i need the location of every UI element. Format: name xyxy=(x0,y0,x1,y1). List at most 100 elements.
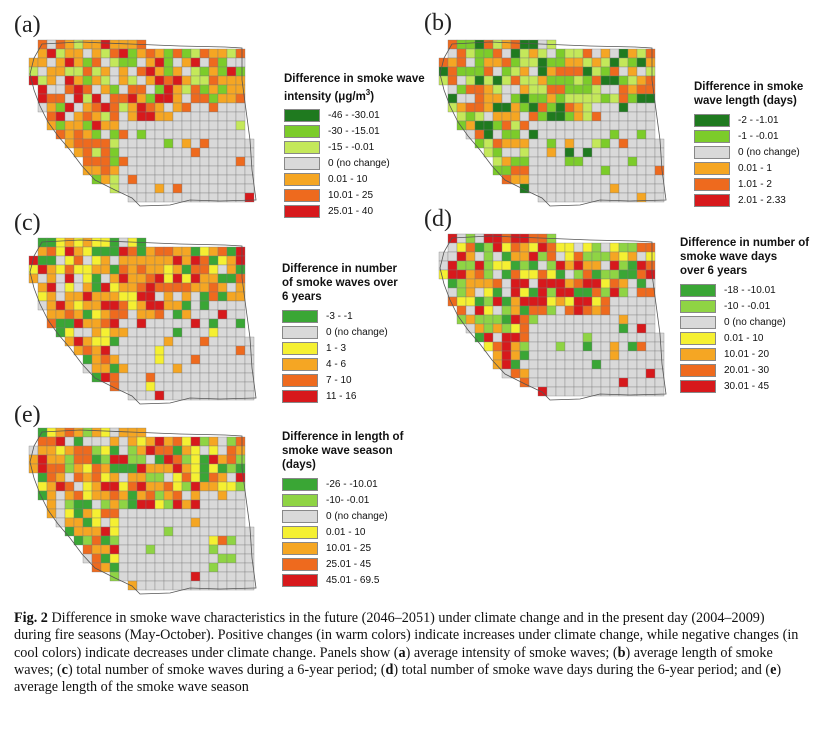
county-cell xyxy=(37,93,48,104)
county-cell xyxy=(172,111,183,122)
county-cell xyxy=(474,120,485,131)
county-cell xyxy=(600,48,611,59)
county-cell xyxy=(118,436,129,447)
county-cell xyxy=(118,354,129,365)
county-cell xyxy=(145,291,156,302)
county-cell xyxy=(217,156,228,167)
county-cell xyxy=(555,147,566,158)
county-cell xyxy=(64,318,75,329)
county-cell xyxy=(235,255,246,266)
county-cell xyxy=(546,260,557,271)
county-cell xyxy=(46,57,57,68)
legend-label: -10 - -0.01 xyxy=(724,300,771,312)
county-cell xyxy=(181,255,192,266)
county-cell xyxy=(600,84,611,95)
county-cell xyxy=(199,75,210,86)
county-cell xyxy=(145,327,156,338)
county-cell xyxy=(109,174,120,185)
county-cell xyxy=(492,120,503,131)
county-cell xyxy=(546,323,557,334)
county-cell xyxy=(73,345,84,356)
county-cell xyxy=(645,296,656,307)
county-cell xyxy=(465,287,476,298)
legend-label: -3 - -1 xyxy=(326,310,353,322)
county-cell xyxy=(645,242,656,253)
figure-caption: Fig. 2 Difference in smoke wave characte… xyxy=(14,610,799,696)
county-cell xyxy=(199,363,210,374)
county-cell xyxy=(190,138,201,149)
county-cell xyxy=(492,147,503,158)
county-cell xyxy=(510,359,521,370)
county-cell xyxy=(145,580,156,591)
county-cell xyxy=(501,57,512,68)
county-cell xyxy=(136,165,147,176)
map-panel-b xyxy=(438,39,667,207)
county-cell xyxy=(636,66,647,77)
legend-swatch xyxy=(284,189,320,203)
county-cell xyxy=(564,251,575,262)
county-cell xyxy=(645,314,656,325)
county-cell xyxy=(136,372,147,383)
county-cell xyxy=(46,472,57,483)
county-cell xyxy=(546,75,557,86)
county-cell xyxy=(591,93,602,104)
county-cell xyxy=(118,264,129,275)
county-cell xyxy=(528,75,539,86)
county-cell xyxy=(537,242,548,253)
county-cell xyxy=(64,57,75,68)
county-cell xyxy=(46,490,57,501)
county-cell xyxy=(627,323,638,334)
county-cell xyxy=(573,323,584,334)
county-cell xyxy=(190,499,201,510)
county-cell xyxy=(199,93,210,104)
county-cell xyxy=(172,93,183,104)
county-cell xyxy=(600,75,611,86)
county-cell xyxy=(127,138,138,149)
county-cell xyxy=(600,251,611,262)
county-cell xyxy=(145,75,156,86)
county-cell xyxy=(46,93,57,104)
county-cell xyxy=(118,174,129,185)
county-cell xyxy=(100,553,111,564)
county-cell xyxy=(546,138,557,149)
county-cell xyxy=(627,66,638,77)
county-cell xyxy=(645,138,656,149)
county-cell xyxy=(145,174,156,185)
county-cell xyxy=(136,535,147,546)
county-cell xyxy=(636,368,647,379)
county-cell xyxy=(627,314,638,325)
county-cell xyxy=(64,39,75,50)
county-cell xyxy=(591,120,602,131)
county-cell xyxy=(199,508,210,519)
county-cell xyxy=(163,508,174,519)
county-cell xyxy=(501,102,512,113)
legend-swatch xyxy=(680,283,716,297)
county-cell xyxy=(109,445,120,456)
panel-label-b: (b) xyxy=(424,10,452,36)
county-cell xyxy=(127,490,138,501)
legend-label: 0 (no change) xyxy=(326,510,388,522)
legend-swatch xyxy=(282,309,318,323)
county-cell xyxy=(37,436,48,447)
county-cell xyxy=(510,84,521,95)
county-cell xyxy=(226,544,237,555)
county-cell xyxy=(492,84,503,95)
county-cell xyxy=(154,183,165,194)
county-cell xyxy=(573,192,584,203)
county-cell xyxy=(582,314,593,325)
county-cell xyxy=(163,517,174,528)
county-cell xyxy=(217,120,228,131)
county-cell xyxy=(91,246,102,257)
county-cell xyxy=(465,75,476,86)
county-cell xyxy=(190,147,201,158)
county-cell xyxy=(573,242,584,253)
county-cell xyxy=(91,237,102,248)
county-cell xyxy=(519,341,530,352)
county-cell xyxy=(582,102,593,113)
county-cell xyxy=(154,66,165,77)
county-cell xyxy=(438,75,449,86)
county-cell xyxy=(555,386,566,397)
county-cell xyxy=(208,490,219,501)
county-cell xyxy=(163,309,174,320)
county-cell xyxy=(600,165,611,176)
